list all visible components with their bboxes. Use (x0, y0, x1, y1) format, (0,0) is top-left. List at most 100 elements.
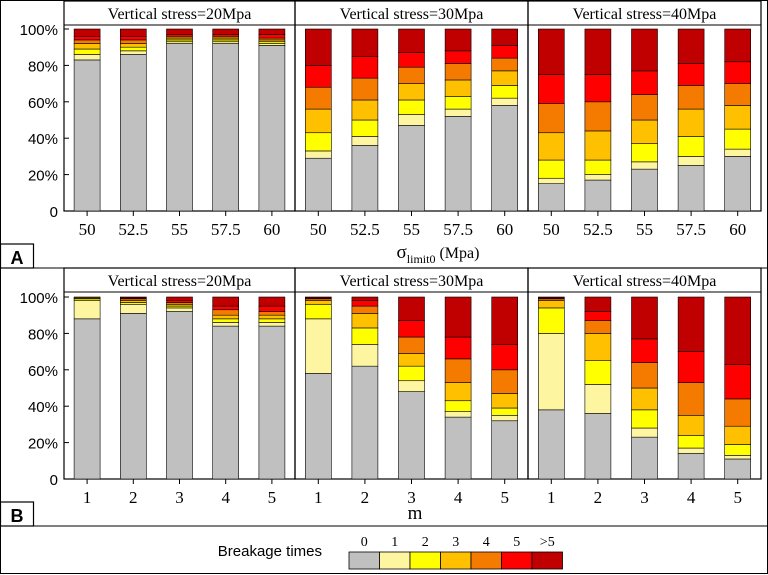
x-tick-label: 5 (268, 488, 277, 507)
panel-letter-b-box: B (0, 501, 35, 527)
bar-segment-4 (491, 369, 519, 394)
bar-segment-2 (304, 303, 332, 320)
bar-segment-4 (491, 57, 519, 72)
bar-segment-1 (351, 344, 379, 367)
x-tick-label: 57.5 (443, 220, 473, 239)
x-axis-title-a: σlimit0 (Mpa) (397, 242, 480, 266)
bar-segment-0 (304, 157, 332, 212)
y-tick-label: 20% (28, 168, 58, 185)
panel-b: 0 20% 40% 60% 80% 100% Vertical stress=20Mpa 1 2… (20, 267, 762, 507)
subplot-title: Vertical stress=30Mpa (340, 6, 484, 23)
bar-segment-1 (631, 161, 658, 170)
bar-segment-5 (491, 45, 519, 59)
bar-segment-gt5 (304, 28, 332, 66)
bar-segment-0 (304, 373, 332, 480)
legend-label: >5 (540, 535, 555, 550)
bar-segment-gt5 (398, 296, 425, 321)
bar-segment-5 (304, 65, 332, 88)
bar-segment-4 (73, 296, 101, 299)
bar-stack (258, 296, 286, 480)
bar-stack (212, 28, 239, 212)
legend-swatch (409, 551, 441, 570)
bar-segment-2 (212, 318, 239, 323)
bar-segment-0 (444, 416, 472, 480)
bar-segment-5 (258, 305, 286, 312)
bar-stack (304, 28, 332, 212)
bar-stack (73, 296, 101, 480)
bar-segment-0 (444, 116, 472, 212)
bar-segment-3 (120, 43, 147, 48)
legend-title: Breakage times (218, 543, 322, 560)
bar-segment-5 (537, 74, 565, 104)
bar-segment-0 (166, 43, 193, 212)
bar-segment-1 (491, 97, 519, 106)
bar-segment-gt5 (724, 28, 752, 63)
bar-segment-2 (584, 360, 612, 385)
bar-segment-2 (351, 119, 379, 137)
bar-segment-5 (120, 35, 147, 41)
bar-segment-0 (73, 59, 101, 212)
x-tick-label: 2 (129, 488, 138, 507)
bar-stack (351, 296, 379, 480)
x-tick-label: 50 (543, 220, 560, 239)
bar-segment-3 (491, 393, 519, 409)
subplot-b-1: Vertical stress=20Mpa 1 2 3 4 5 (63, 267, 296, 507)
bar-stack (537, 296, 565, 480)
bar-segment-4 (631, 94, 658, 121)
bar-segment-gt5 (677, 28, 705, 64)
bar-stack (444, 296, 472, 480)
bar-segment-gt5 (212, 28, 239, 35)
bar-segment-4 (212, 309, 239, 316)
bar-segment-0 (631, 168, 658, 212)
bar-segment-5 (491, 344, 519, 371)
bar-segment-1 (304, 318, 332, 374)
bar-stack (120, 296, 147, 480)
bar-segment-5 (677, 63, 705, 86)
bar-segment-2 (584, 159, 612, 175)
bar-segment-0 (724, 458, 752, 480)
bar-segment-0 (73, 318, 101, 480)
x-tick-label: 2 (594, 488, 603, 507)
bar-segment-3 (398, 83, 425, 101)
subplot-b-3: Vertical stress=40Mpa 1 2 3 4 5 (527, 267, 762, 507)
bar-segment-gt5 (631, 296, 658, 340)
bar-segment-0 (584, 179, 612, 212)
bar-segment-gt5 (351, 296, 379, 301)
bar-segment-gt5 (120, 296, 147, 299)
bar-stack (73, 28, 101, 212)
y-tick-label: 20% (28, 436, 58, 453)
y-tick-label: 60% (28, 363, 58, 380)
bar-segment-1 (491, 414, 519, 422)
bar-segment-3 (351, 99, 379, 121)
bar-segment-2 (537, 307, 565, 334)
bar-segment-gt5 (537, 296, 565, 299)
bar-segment-1 (631, 427, 658, 438)
bar-segment-2 (537, 159, 565, 179)
legend-swatch (348, 551, 380, 570)
bar-segment-5 (398, 320, 425, 338)
bar-segment-2 (398, 365, 425, 382)
subplot-title: Vertical stress=20Mpa (108, 6, 252, 23)
bar-stack (304, 296, 332, 480)
bar-stack (491, 28, 519, 212)
bar-segment-0 (120, 313, 147, 480)
bar-segment-4 (724, 398, 752, 427)
charts: 020%40%60%80%100%Vertical stress=20Mpa50… (20, 0, 762, 507)
bar-segment-0 (166, 311, 193, 480)
panel-a: 0 20% 40% 60% 80% 100% Vertical stress=20Mpa 50… (20, 0, 762, 239)
bar-segment-1 (537, 333, 565, 411)
bar-segment-0 (491, 420, 519, 480)
y-tick-label: 80% (28, 326, 58, 343)
x-tick-label: 52.5 (118, 220, 148, 239)
bar-stack (724, 28, 752, 212)
bar-segment-gt5 (491, 296, 519, 345)
x-tick-label: 52.5 (350, 220, 380, 239)
bar-stack (166, 28, 193, 212)
y-tick-label: 40% (28, 399, 58, 416)
bar-segment-2 (491, 85, 519, 99)
bar-segment-3 (631, 119, 658, 144)
bar-segment-2 (120, 46, 147, 52)
x-tick-label: 57.5 (676, 220, 706, 239)
y-tick-label: 60% (28, 95, 58, 112)
bar-segment-gt5 (631, 28, 658, 72)
